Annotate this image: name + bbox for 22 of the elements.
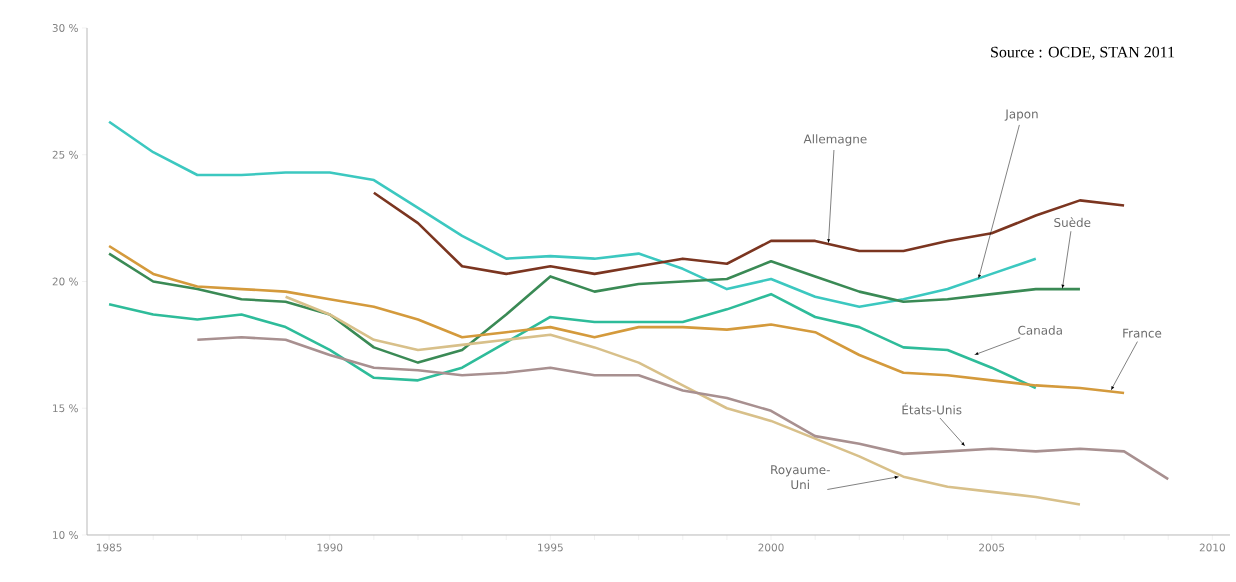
annotation: États-Unis bbox=[902, 403, 962, 415]
line-series bbox=[284, 295, 1082, 506]
line-series bbox=[107, 120, 1038, 309]
y-tick-label: 15 % bbox=[53, 404, 78, 413]
x-tick-label: 2005 bbox=[979, 543, 1005, 552]
x-tick-label: 2000 bbox=[758, 543, 784, 552]
annotation: Royaume-Uni bbox=[771, 465, 830, 490]
annotation: France bbox=[1123, 328, 1162, 338]
annotation: Canada bbox=[1018, 325, 1062, 335]
x-tick-label: 2010 bbox=[1199, 543, 1225, 552]
annotation: Suède bbox=[1054, 217, 1091, 228]
y-tick-label: 25 % bbox=[52, 150, 78, 159]
annotation: Allemagne bbox=[803, 134, 867, 146]
y-tick-label: 20 % bbox=[52, 277, 78, 286]
x-tick-label: 1990 bbox=[317, 543, 343, 552]
y-tick-label: 30 % bbox=[52, 24, 78, 32]
x-tick-label: 1985 bbox=[96, 543, 122, 552]
y-tick-label: 10 % bbox=[53, 531, 78, 539]
annotation: Japon bbox=[1004, 109, 1038, 121]
annotation: Source : OCDE, STAN 2011 bbox=[991, 46, 1175, 60]
line-series bbox=[372, 191, 1126, 276]
x-tick-label: 1995 bbox=[538, 543, 563, 552]
